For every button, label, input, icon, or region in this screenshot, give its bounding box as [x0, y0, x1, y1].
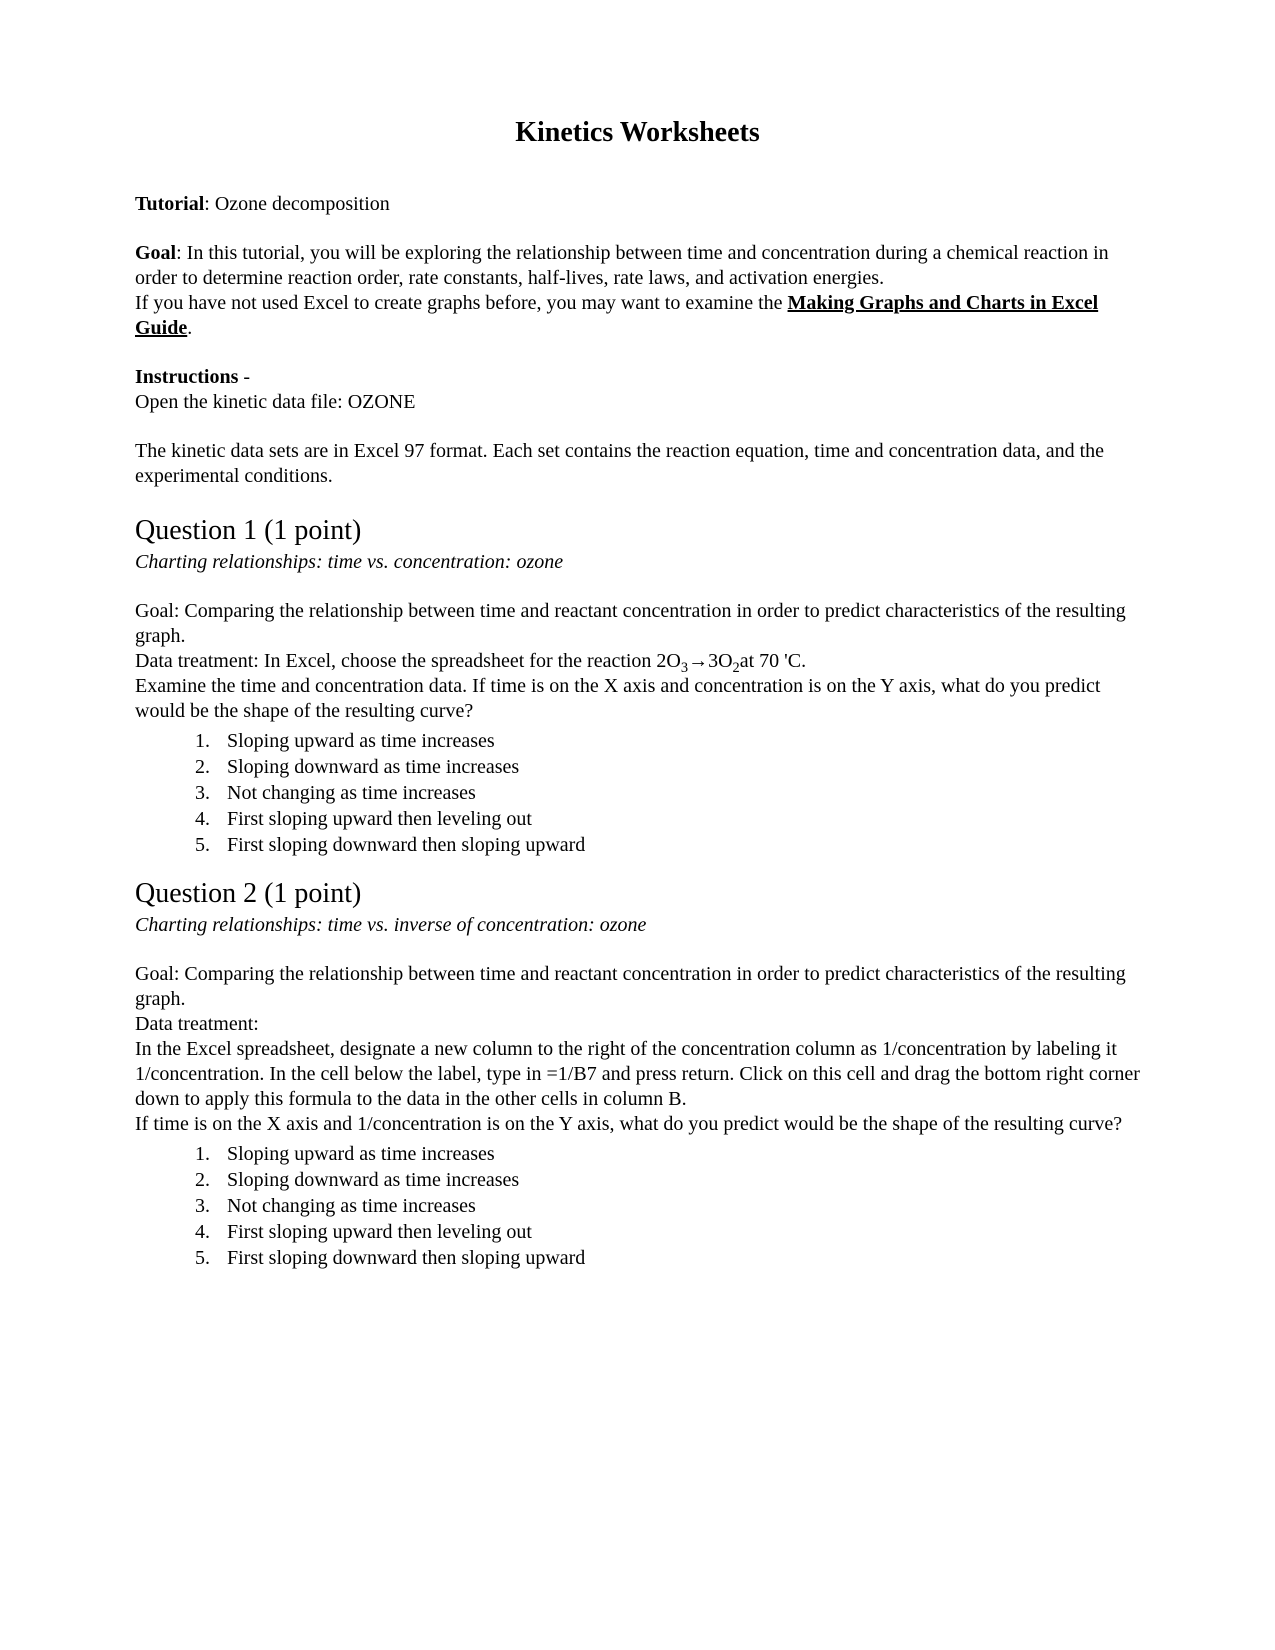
question-1-options: 1.Sloping upward as time increases 2.Slo… — [195, 728, 1140, 858]
list-item: 3.Not changing as time increases — [195, 780, 1140, 806]
option-text: First sloping upward then leveling out — [227, 808, 532, 830]
option-number: 2. — [195, 754, 227, 780]
list-item: 1.Sloping upward as time increases — [195, 728, 1140, 754]
list-item: 4.First sloping upward then leveling out — [195, 1219, 1140, 1245]
tutorial-label: Tutorial — [135, 193, 204, 215]
worksheet-page: Kinetics Worksheets Tutorial: Ozone deco… — [0, 0, 1275, 1389]
format-note: The kinetic data sets are in Excel 97 fo… — [135, 439, 1140, 489]
question-1-subtitle: Charting relationships: time vs. concent… — [135, 550, 1140, 575]
instructions-line: Open the kinetic data file: OZONE — [135, 391, 415, 413]
option-text: Not changing as time increases — [227, 1195, 476, 1217]
question-2-options: 1.Sloping upward as time increases 2.Slo… — [195, 1141, 1140, 1271]
arrow-icon: → — [688, 650, 708, 672]
tutorial-line: Tutorial: Ozone decomposition — [135, 192, 1140, 217]
goal-text-2b: . — [187, 317, 192, 339]
instructions-label: Instructions — [135, 366, 238, 388]
list-item: 2.Sloping downward as time increases — [195, 1167, 1140, 1193]
list-item: 2.Sloping downward as time increases — [195, 754, 1140, 780]
list-item: 4.First sloping upward then leveling out — [195, 806, 1140, 832]
option-number: 1. — [195, 728, 227, 754]
question-1-heading: Question 1 (1 point) — [135, 513, 1140, 548]
list-item: 5.First sloping downward then sloping up… — [195, 832, 1140, 858]
list-item: 3.Not changing as time increases — [195, 1193, 1140, 1219]
document-title: Kinetics Worksheets — [135, 115, 1140, 150]
instructions-dash: - — [238, 366, 250, 388]
option-number: 2. — [195, 1167, 227, 1193]
goal-label: Goal — [135, 242, 176, 264]
q2-data-label: Data treatment: — [135, 1013, 259, 1035]
list-item: 5.First sloping downward then sloping up… — [195, 1245, 1140, 1271]
tutorial-text: : Ozone decomposition — [204, 193, 390, 215]
q1-goal: Goal: Comparing the relationship between… — [135, 600, 1126, 647]
q1-post: at 70 'C. — [740, 650, 806, 672]
instructions-block: Instructions - Open the kinetic data fil… — [135, 365, 1140, 415]
option-number: 5. — [195, 832, 227, 858]
option-text: Sloping upward as time increases — [227, 1143, 495, 1165]
question-2-body: Goal: Comparing the relationship between… — [135, 962, 1140, 1137]
list-item: 1.Sloping upward as time increases — [195, 1141, 1140, 1167]
q2-prompt: If time is on the X axis and 1/concentra… — [135, 1113, 1122, 1135]
q1-sub1: 3 — [681, 660, 688, 676]
option-text: First sloping downward then sloping upwa… — [227, 1247, 585, 1269]
option-text: First sloping upward then leveling out — [227, 1221, 532, 1243]
option-number: 4. — [195, 806, 227, 832]
q2-goal: Goal: Comparing the relationship between… — [135, 963, 1126, 1010]
question-2-heading: Question 2 (1 point) — [135, 876, 1140, 911]
goal-text-2a: If you have not used Excel to create gra… — [135, 292, 788, 314]
question-2-subtitle: Charting relationships: time vs. inverse… — [135, 913, 1140, 938]
q1-prompt: Examine the time and concentration data.… — [135, 675, 1100, 722]
option-number: 3. — [195, 780, 227, 806]
option-number: 4. — [195, 1219, 227, 1245]
option-text: First sloping downward then sloping upwa… — [227, 834, 585, 856]
q1-sub2: 2 — [733, 660, 740, 676]
q1-mid: 3O — [708, 650, 732, 672]
option-text: Sloping downward as time increases — [227, 1169, 519, 1191]
option-number: 5. — [195, 1245, 227, 1271]
option-text: Sloping upward as time increases — [227, 730, 495, 752]
q1-data-pre: Data treatment: In Excel, choose the spr… — [135, 650, 681, 672]
option-text: Not changing as time increases — [227, 782, 476, 804]
q2-data-body: In the Excel spreadsheet, designate a ne… — [135, 1038, 1140, 1110]
option-number: 3. — [195, 1193, 227, 1219]
goal-text-1: : In this tutorial, you will be explorin… — [135, 242, 1109, 289]
question-1-body: Goal: Comparing the relationship between… — [135, 599, 1140, 724]
option-number: 1. — [195, 1141, 227, 1167]
option-text: Sloping downward as time increases — [227, 756, 519, 778]
goal-paragraph: Goal: In this tutorial, you will be expl… — [135, 241, 1140, 341]
